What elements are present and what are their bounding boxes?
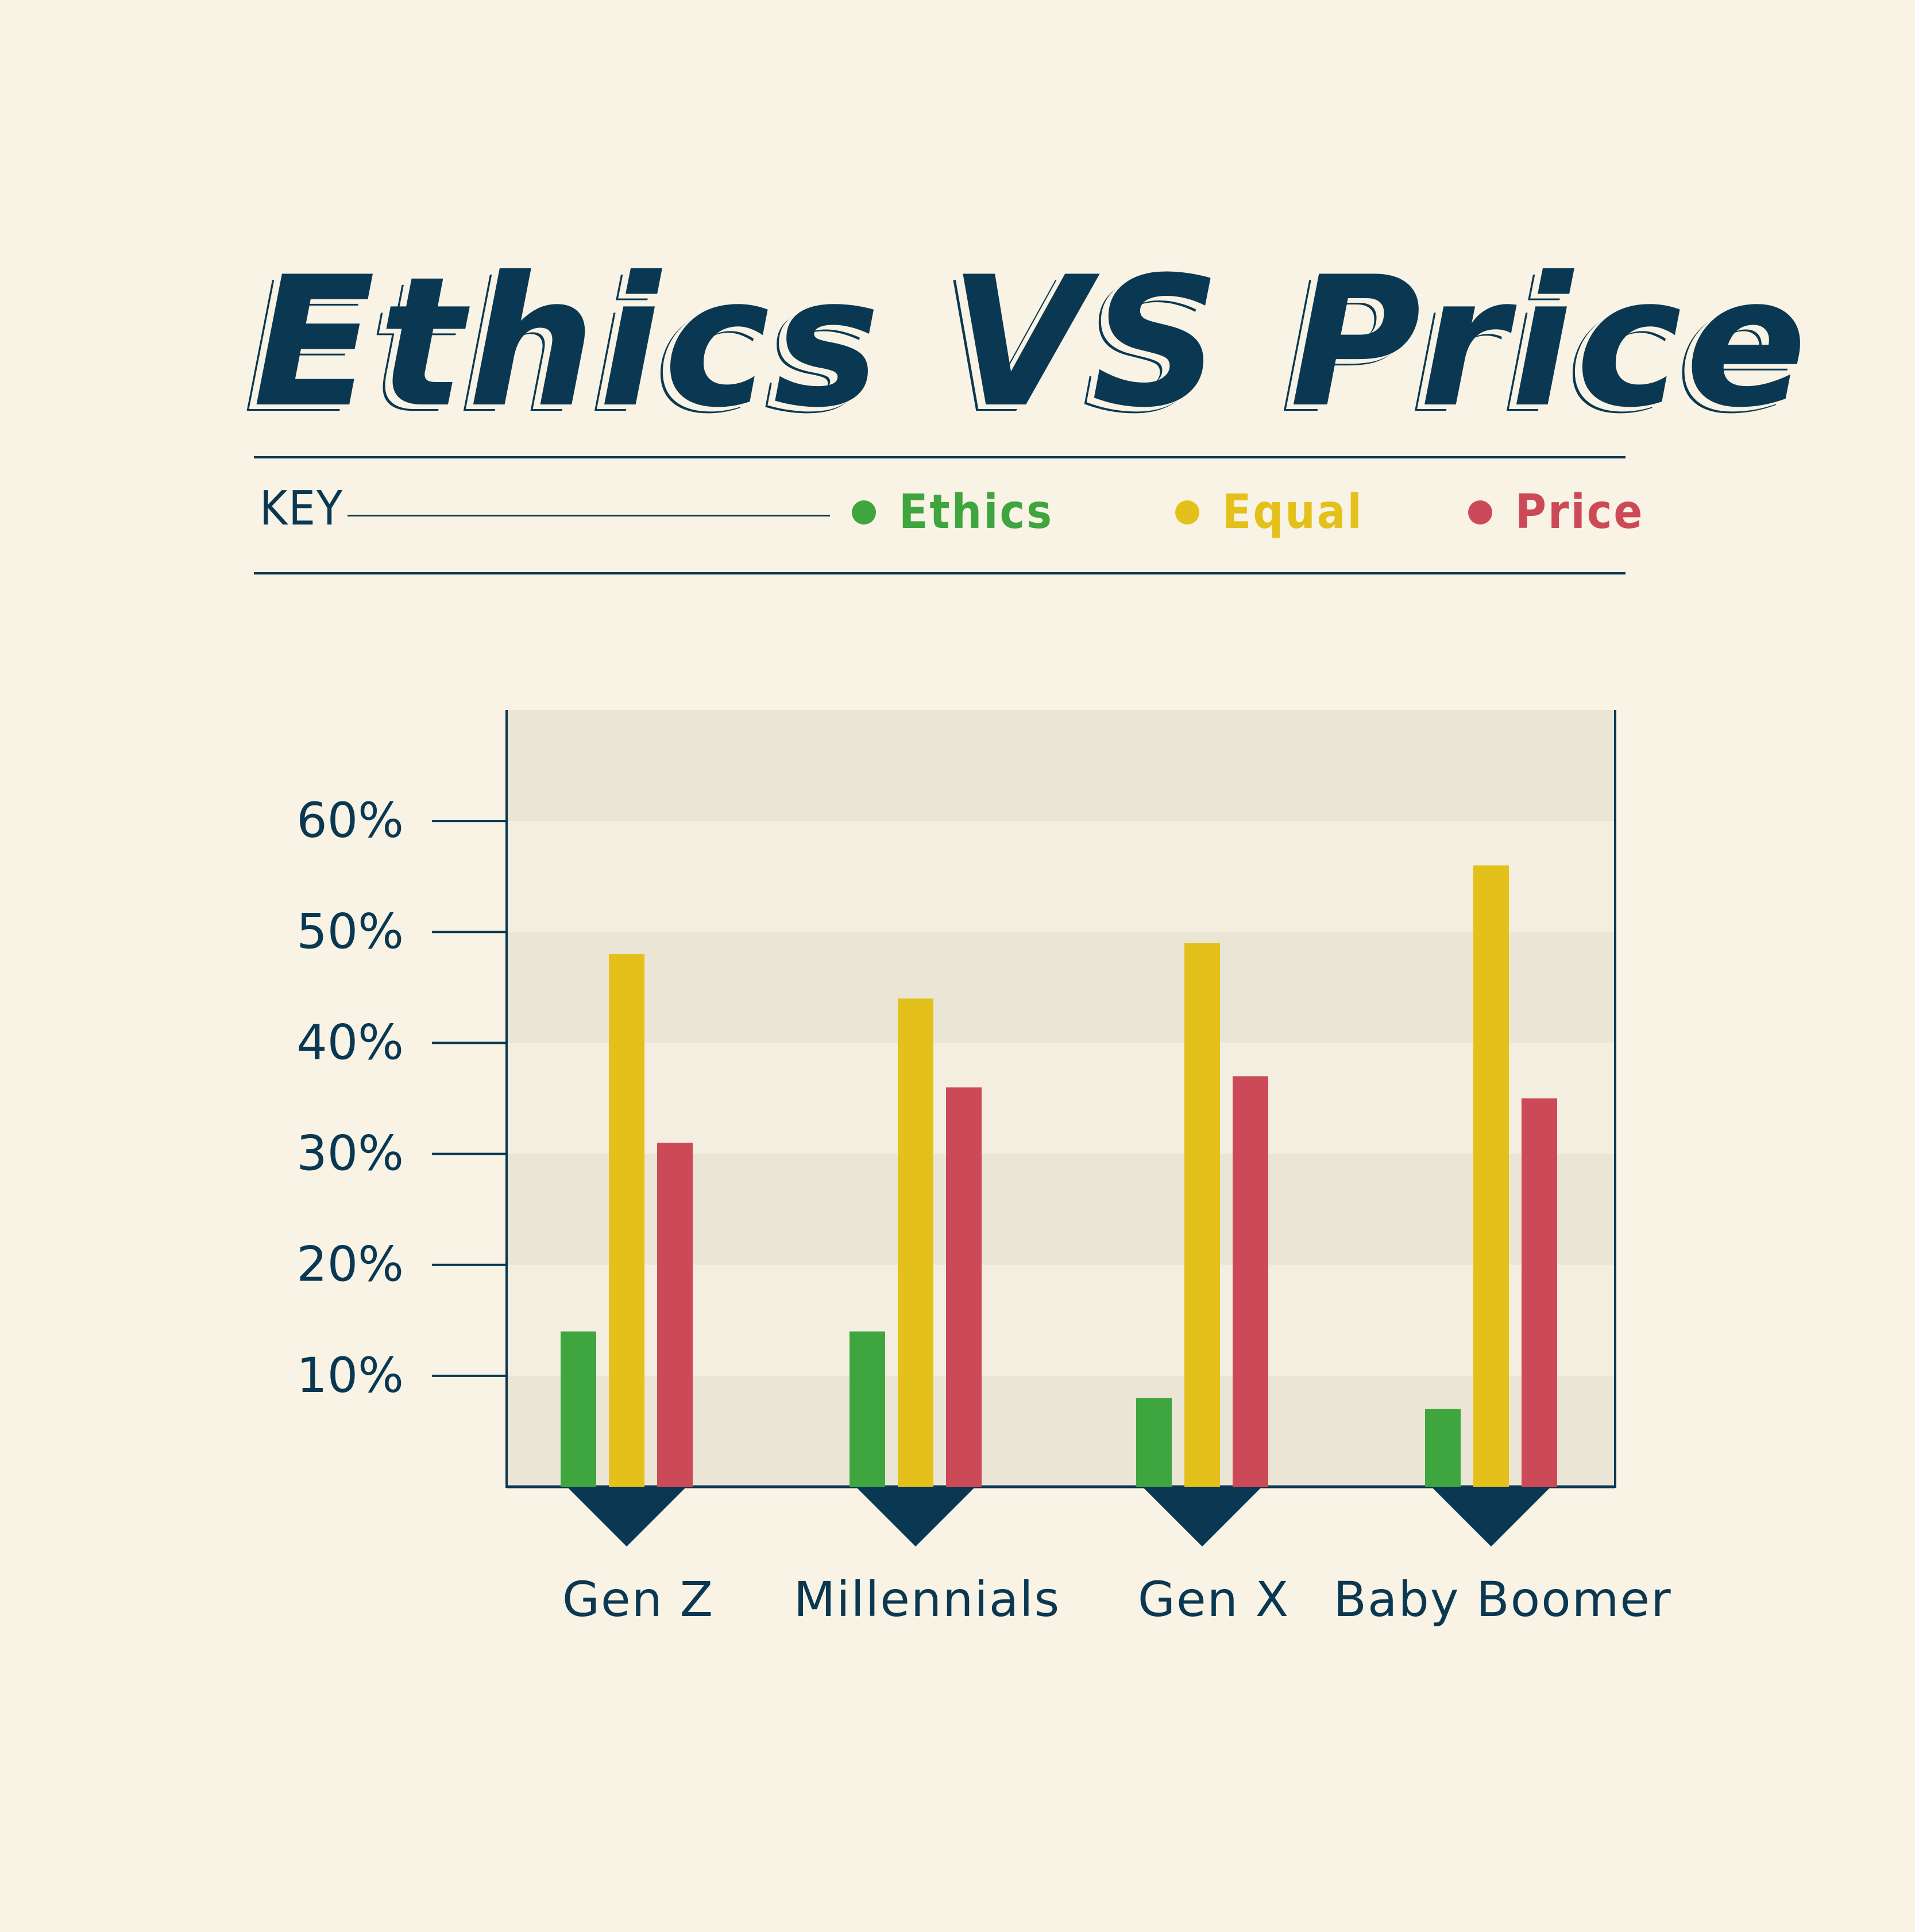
x-tick-label: Gen Z xyxy=(562,1571,714,1628)
key-divider-bottom xyxy=(254,572,1626,574)
legend-item-price: Price xyxy=(1468,484,1644,541)
plot-band xyxy=(507,821,1615,932)
y-tick-label: 40% xyxy=(296,1014,404,1070)
legend-dot-ethics-icon xyxy=(852,500,876,525)
category-marker-icon xyxy=(567,1487,686,1547)
chart-title: Ethics VS Price xyxy=(253,238,1810,447)
legend-label-ethics: Ethics xyxy=(899,485,1054,539)
title-divider-top xyxy=(254,456,1626,458)
legend-label-equal: Equal xyxy=(1222,485,1364,539)
bar-equal xyxy=(1184,943,1220,1487)
bar-price xyxy=(657,1143,693,1487)
x-tick-label: Baby Boomer xyxy=(1333,1571,1671,1628)
y-tick-label: 60% xyxy=(296,792,404,849)
plot-band xyxy=(507,932,1615,1043)
plot-band xyxy=(507,1043,1615,1154)
bar-ethics xyxy=(850,1331,885,1487)
key-leader-line xyxy=(348,515,830,516)
legend-dot-price-icon xyxy=(1468,500,1492,525)
bar-equal xyxy=(898,998,933,1487)
x-tick-label: Millennials xyxy=(794,1571,1061,1628)
legend-item-equal: Equal xyxy=(1175,484,1364,541)
key-label: KEY xyxy=(260,481,344,536)
bar-price xyxy=(1522,1098,1557,1487)
bar-ethics xyxy=(561,1331,596,1487)
plot-band xyxy=(507,710,1615,822)
bar-equal xyxy=(1473,865,1509,1487)
y-tick-label: 50% xyxy=(296,903,404,959)
bar-price xyxy=(1233,1076,1268,1487)
legend-dot-equal-icon xyxy=(1175,500,1199,525)
legend-label-price: Price xyxy=(1515,485,1644,539)
bar-equal xyxy=(609,954,644,1487)
bar-ethics xyxy=(1425,1409,1461,1487)
category-marker-icon xyxy=(1431,1487,1551,1547)
bar-ethics xyxy=(1136,1398,1172,1487)
bar-price xyxy=(946,1087,982,1487)
category-marker-icon xyxy=(856,1487,975,1547)
y-tick-label: 10% xyxy=(296,1347,404,1403)
legend-item-ethics: Ethics xyxy=(852,484,1053,541)
x-tick-label: Gen X xyxy=(1138,1571,1289,1628)
y-tick-label: 30% xyxy=(296,1125,404,1182)
y-tick-label: 20% xyxy=(296,1236,404,1293)
category-marker-icon xyxy=(1142,1487,1262,1547)
